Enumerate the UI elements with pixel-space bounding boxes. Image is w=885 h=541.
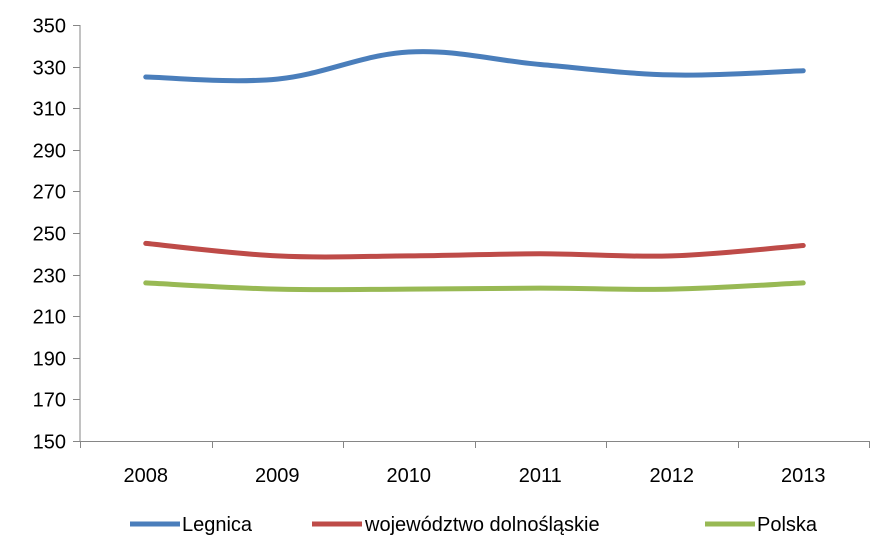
x-tick-label: 2010 bbox=[387, 465, 432, 487]
y-tick-label: 190 bbox=[33, 349, 66, 371]
x-tick-label: 2012 bbox=[650, 465, 695, 487]
y-tick-label: 230 bbox=[33, 266, 66, 288]
series-line-1 bbox=[143, 49, 806, 84]
y-tick-label: 330 bbox=[33, 58, 66, 80]
series-line-3 bbox=[143, 280, 806, 293]
legend-label: województwo dolnośląskie bbox=[364, 514, 600, 536]
y-axis: 150 170 190 210 230 250 270 290 310 330 350 bbox=[33, 16, 81, 454]
x-tick-label: 2013 bbox=[781, 465, 826, 487]
y-tick-label: 210 bbox=[33, 307, 66, 329]
series-line-2 bbox=[143, 240, 806, 260]
series-lines bbox=[143, 49, 806, 293]
y-tick-label: 170 bbox=[33, 390, 66, 412]
x-tick-label: 2011 bbox=[519, 465, 562, 487]
x-tick-label: 2009 bbox=[255, 465, 300, 487]
y-tick-label: 310 bbox=[33, 99, 66, 121]
legend-label: Legnica bbox=[182, 514, 253, 536]
y-tick-label: 290 bbox=[33, 141, 66, 163]
y-tick-label: 350 bbox=[33, 16, 66, 38]
y-tick-label: 270 bbox=[33, 182, 66, 204]
x-axis: 2008 2009 2010 2011 2012 2013 bbox=[80, 441, 870, 487]
x-tick-label: 2008 bbox=[124, 465, 169, 487]
y-tick-label: 250 bbox=[33, 224, 66, 246]
y-tick-label: 150 bbox=[33, 432, 66, 454]
legend: Legnica województwo dolnośląskie Polska bbox=[130, 514, 818, 536]
legend-label: Polska bbox=[757, 514, 818, 536]
